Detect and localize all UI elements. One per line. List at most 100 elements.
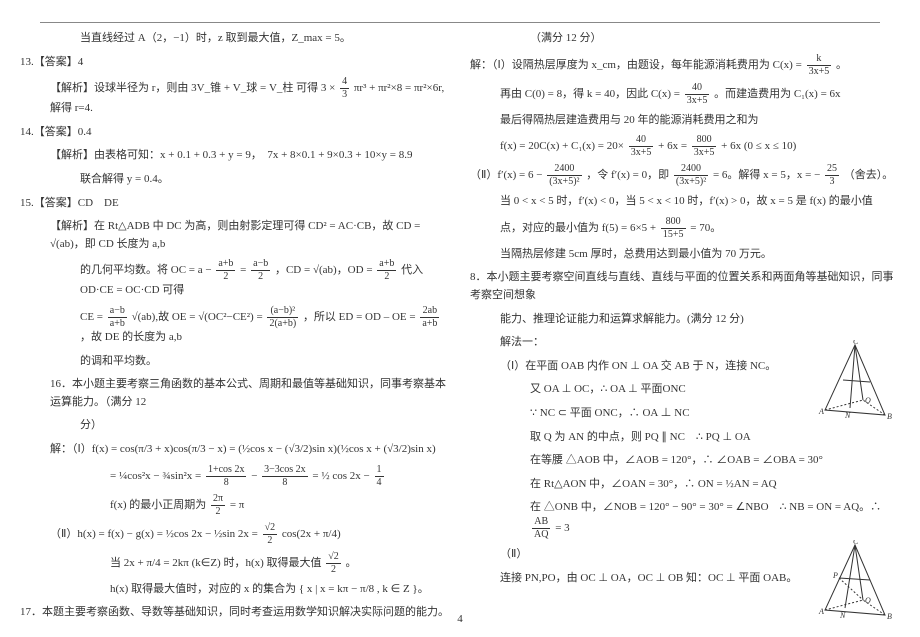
left-column: 当直线经过 A（2，−1）时，z 取到最大值，Z_max = 5。 13.【答案…: [20, 30, 450, 622]
text: = 6。解得 x = 5，x = −: [713, 169, 820, 181]
text: πr³ + πr²×8 = πr²×6r,: [354, 82, 444, 94]
page-top-rule: [40, 22, 880, 23]
text-line: 分）: [20, 417, 450, 435]
text: ，所以 ED = OD – OE =: [303, 311, 416, 323]
svg-text:A: A: [818, 407, 824, 416]
svg-text:N: N: [844, 411, 851, 420]
svg-text:O: O: [865, 596, 871, 605]
text-line: （满分 12 分）: [470, 30, 900, 48]
text: 在 △ONB 中，∠NOB = 120° − 90° = 30° = ∠NBO …: [530, 501, 881, 513]
page-number: 4: [457, 613, 463, 625]
text-line: 在 Rt△AON 中，∠OAN = 30°，∴ ON = ½AN = AQ: [470, 476, 900, 494]
fraction: 2π2: [211, 494, 225, 517]
text: cos(2x + π/4): [282, 528, 341, 540]
fraction: 14: [375, 465, 384, 488]
tetrahedron-diagram-1: C A B O N: [815, 340, 895, 425]
fraction: √22: [263, 523, 278, 546]
fraction: 43: [340, 77, 349, 100]
q8: 8．本小题主要考察空间直线与直线、直线与平面的位置关系和两面角等基础知识，同事考…: [470, 269, 900, 304]
tetrahedron-diagram-2: C A B O P N: [815, 540, 895, 625]
text: √(OC²−CE²): [198, 311, 254, 323]
fraction: a+b2: [216, 259, 235, 282]
fraction: 1+cos 2x8: [206, 465, 246, 488]
fraction: a+b2: [377, 259, 396, 282]
right-column: （满分 12 分） 解：（Ⅰ）设隔热层厚度为 x_cm，由题设，每年能源消耗费用…: [470, 30, 900, 622]
text: ，令 f′(x) = 0，即: [586, 169, 669, 181]
text-line: 最后得隔热层建造费用与 20 年的能源消耗费用之和为: [470, 112, 900, 130]
answer-13: 13.【答案】4: [20, 54, 450, 72]
text-line: 取 Q 为 AN 的中点，则 PQ ∥ NC ∴ PQ ⊥ OA: [470, 429, 900, 447]
page-container: 当直线经过 A（2，−1）时，z 取到最大值，Z_max = 5。 13.【答案…: [0, 0, 920, 632]
svg-text:O: O: [865, 396, 871, 405]
svg-text:A: A: [818, 607, 824, 616]
text: 的几何平均数。将 OC = a −: [80, 264, 212, 276]
text-line: 在 △ONB 中，∠NOB = 120° − 90° = 30° = ∠NBO …: [470, 499, 900, 540]
text-line: 当隔热层修建 5cm 厚时，总费用达到最小值为 70 万元。: [470, 246, 900, 264]
text-line: 【解析】在 Rt△ADB 中 DC 为高，则由射影定理可得 CD² = AC·C…: [20, 218, 450, 253]
text: = 70。: [690, 222, 721, 234]
text-line: 点，对应的最小值为 f(5) = 6×5 + 80015+5 = 70。: [470, 217, 900, 240]
svg-text:B: B: [887, 612, 892, 621]
text-line: f(x) 的最小正周期为 2π2 = π: [20, 494, 450, 517]
text: ½: [321, 470, 329, 482]
fraction: 3−3cos 2x8: [262, 465, 307, 488]
text: = 3: [555, 522, 569, 534]
text: + 6x (0 ≤ x ≤ 10): [721, 140, 796, 152]
text-line: 解：（Ⅰ）f(x) = cos(π/3 + x)cos(π/3 − x) = (…: [20, 441, 450, 459]
text-line: 再由 C(0) = 8，得 k = 40，因此 C(x) = 403x+5 。而…: [470, 83, 900, 106]
answer-15: 15.【答案】CD DE: [20, 195, 450, 213]
text-line: 能力、推理论证能力和运算求解能力。(满分 12 分): [470, 311, 900, 329]
q16: 16．本小题主要考察三角函数的基本公式、周期和最值等基础知识，同事考察基本运算能…: [20, 376, 450, 411]
text: cos 2x −: [332, 470, 369, 482]
text: 当 2x + π/4 = 2kπ (k∈Z) 时，h(x) 取得最大值: [110, 557, 322, 569]
svg-text:C: C: [853, 340, 859, 346]
fraction: 2400(3x+5)²: [547, 164, 581, 187]
text-line: f(x) = 20C(x) + C₁(x) = 20× 403x+5 + 6x …: [470, 135, 900, 158]
text-line: h(x) 取得最大值时，对应的 x 的集合为 { x | x = kπ − π/…: [20, 581, 450, 599]
text-line: （Ⅱ）f′(x) = 6 − 2400(3x+5)² ，令 f′(x) = 0，…: [470, 164, 900, 187]
text: 解得 r=4.: [50, 102, 93, 114]
fraction: 403x+5: [685, 83, 710, 106]
text: 【解析】设球半径为 r，则由 3V_锥 + V_球 = V_柱 可得 3 ×: [50, 82, 335, 94]
text-line: = ¼cos²x − ¾sin²x = 1+cos 2x8 − 3−3cos 2…: [20, 465, 450, 488]
text: （舍去）。: [844, 169, 894, 181]
text: CE =: [80, 311, 103, 323]
text-line: 【解析】设球半径为 r，则由 3V_锥 + V_球 = V_柱 可得 3 × 4…: [20, 77, 450, 118]
fraction: (a−b)²2(a+b): [267, 306, 298, 329]
text-line: （Ⅱ）h(x) = f(x) − g(x) = ½cos 2x − ½sin 2…: [20, 523, 450, 546]
fraction: ABAQ: [532, 517, 550, 540]
fraction: 2aba+b: [420, 306, 439, 329]
text: 再由 C(0) = 8，得 k = 40，因此 C(x) =: [500, 88, 680, 100]
text: √(ab): [132, 311, 156, 323]
fraction: 253: [825, 164, 839, 187]
text-line: CE = a−ba+b √(ab),故 OE = √(OC²−CE²) = (a…: [20, 306, 450, 347]
fraction: √22: [326, 552, 341, 575]
svg-text:P: P: [832, 571, 838, 580]
fraction: k3x+5: [807, 54, 832, 77]
q17: 17．本题主要考察函数、导数等基础知识，同时考查运用数学知识解决实际问题的能力。: [20, 604, 450, 622]
fraction: 80015+5: [661, 217, 686, 240]
fraction: 2400(3x+5)²: [674, 164, 708, 187]
text-line: 在等腰 △AOB 中，∠AOB = 120°，∴ ∠OAB = ∠OBA = 3…: [470, 452, 900, 470]
text-line: 当直线经过 A（2，−1）时，z 取到最大值，Z_max = 5。: [20, 30, 450, 48]
fraction: 403x+5: [629, 135, 654, 158]
text-line: 的调和平均数。: [20, 353, 450, 371]
text: 解：（Ⅰ）设隔热层厚度为 x_cm，由题设，每年能源消耗费用为 C(x) =: [470, 59, 802, 71]
text: （Ⅱ）h(x) = f(x) − g(x) = ½cos 2x − ½sin 2…: [50, 528, 258, 540]
svg-text:C: C: [853, 540, 859, 546]
text: f(x) = 20C(x) + C₁(x) = 20×: [500, 140, 624, 152]
text-line: 解：（Ⅰ）设隔热层厚度为 x_cm，由题设，每年能源消耗费用为 C(x) = k…: [470, 54, 900, 77]
text: ，故 DE 的长度为 a,b: [80, 331, 182, 343]
fraction: a−ba+b: [108, 306, 127, 329]
text-line: 联合解得 y = 0.4。: [20, 171, 450, 189]
text-line: 当 2x + π/4 = 2kπ (k∈Z) 时，h(x) 取得最大值 √22 …: [20, 552, 450, 575]
text: √(ab): [313, 264, 337, 276]
fraction: 8003x+5: [692, 135, 717, 158]
fraction: a−b2: [251, 259, 270, 282]
text-line: 【解析】由表格可知：x + 0.1 + 0.3 + y = 9， 7x + 8×…: [20, 147, 450, 165]
text: = ¼cos²x − ¾sin²x =: [110, 470, 201, 482]
text: + 6x =: [658, 140, 687, 152]
svg-text:N: N: [839, 611, 846, 620]
text-line: 当 0 < x < 5 时，f′(x) < 0，当 5 < x < 10 时，f…: [470, 193, 900, 211]
text: （Ⅱ）f′(x) = 6 −: [470, 169, 542, 181]
